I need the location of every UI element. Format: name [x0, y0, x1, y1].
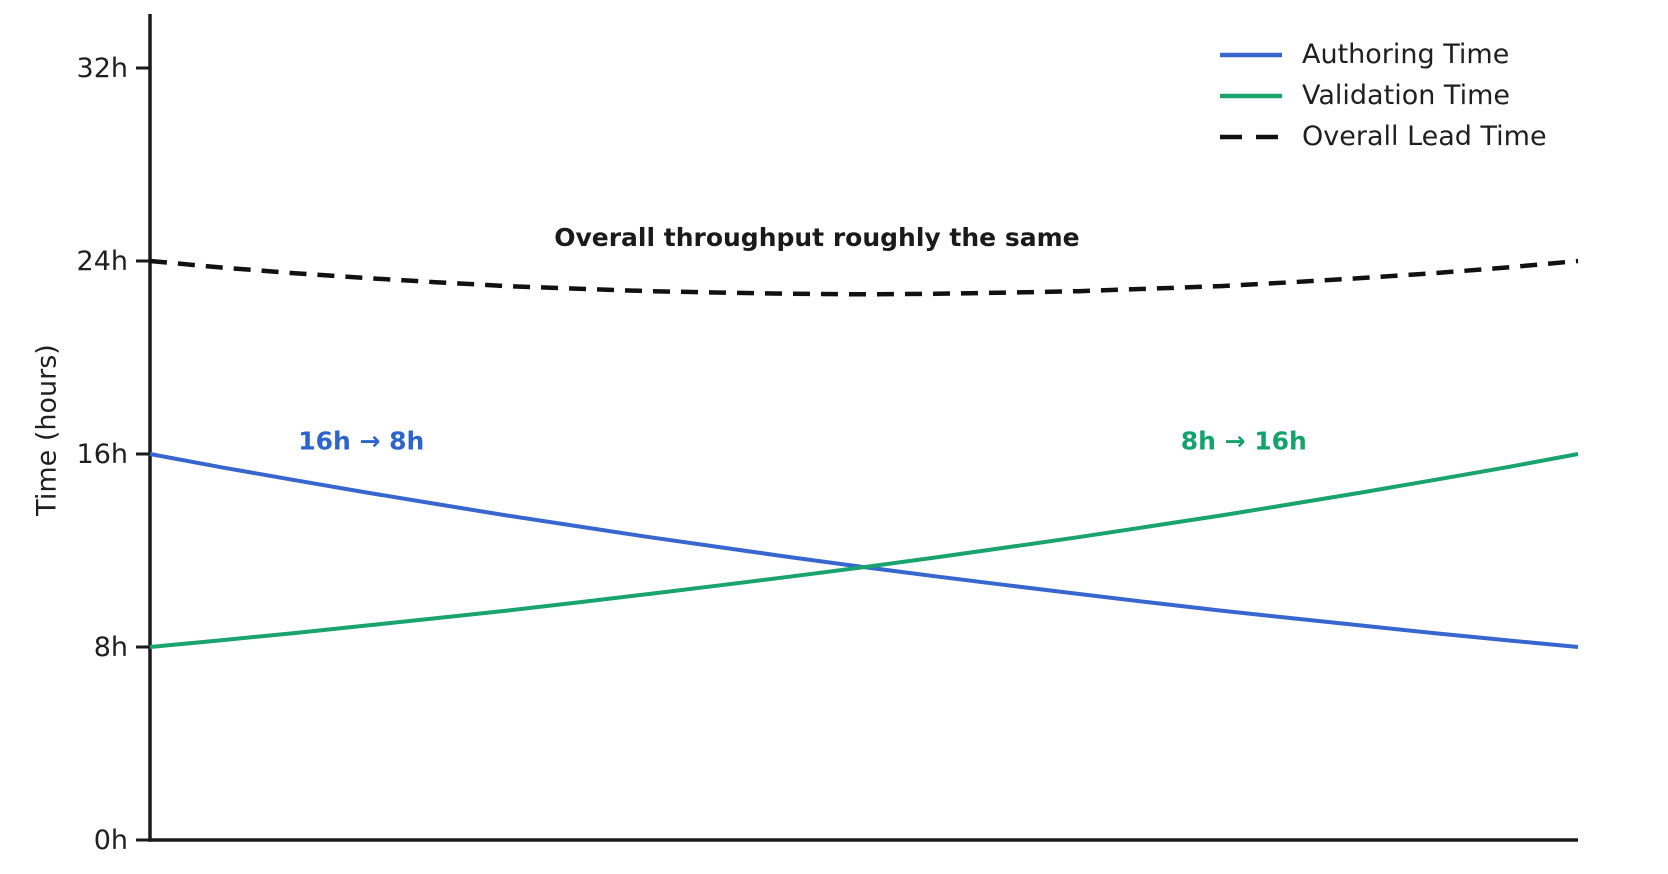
- y-axis-label: Time (hours): [31, 344, 63, 516]
- chart-annotation: 8h → 16h: [1181, 427, 1307, 456]
- y-tick-label: 8h: [94, 632, 128, 663]
- series-line-overall-lead-time: [149, 258, 1579, 297]
- y-tick-label: 0h: [94, 825, 128, 856]
- legend-entry-validation: Validation Time: [1220, 75, 1547, 116]
- chart-annotation: 16h → 8h: [298, 427, 424, 456]
- legend-label-lead-time: Overall Lead Time: [1302, 121, 1547, 152]
- legend-label-authoring: Authoring Time: [1302, 39, 1510, 70]
- legend: Authoring Time Validation Time Overall L…: [1220, 34, 1547, 157]
- legend-line-solid-icon: [1220, 93, 1282, 98]
- legend-line-dashed-icon: [1220, 134, 1282, 139]
- chart-annotation: Overall throughput roughly the same: [554, 223, 1079, 252]
- y-tick-label: 32h: [77, 53, 128, 84]
- series-line-validation-time: [149, 452, 1579, 649]
- y-tick-label: 24h: [77, 246, 128, 277]
- legend-entry-authoring: Authoring Time: [1220, 34, 1547, 75]
- legend-entry-lead-time: Overall Lead Time: [1220, 116, 1547, 157]
- legend-line-solid-icon: [1220, 52, 1282, 57]
- series-line-authoring-time: [149, 452, 1579, 649]
- y-tick-label: 16h: [77, 439, 128, 470]
- legend-label-validation: Validation Time: [1302, 80, 1510, 111]
